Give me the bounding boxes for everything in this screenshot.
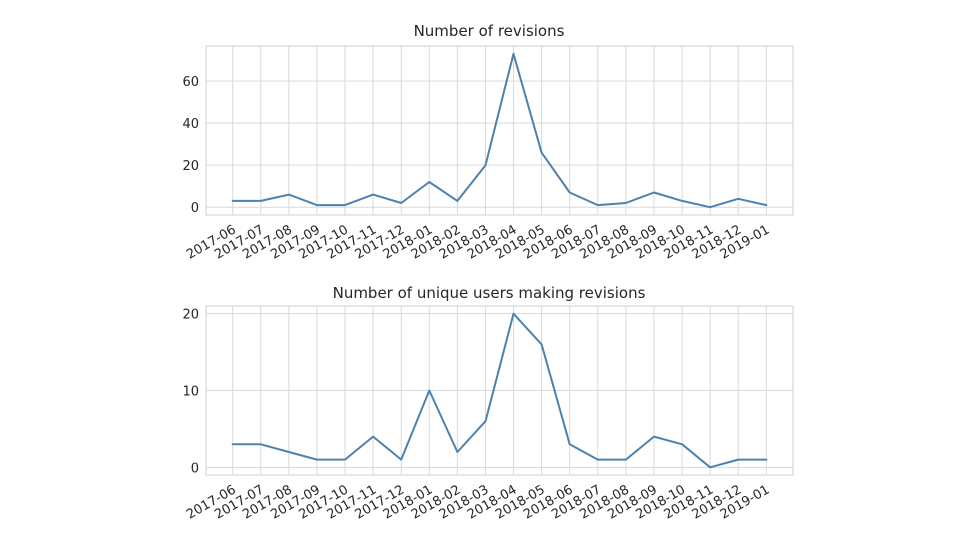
y-tick-label: 0 xyxy=(191,461,199,476)
chart-title: Number of unique users making revisions xyxy=(333,284,646,302)
revisions-chart: 2017-062017-072017-082017-092017-102017-… xyxy=(182,22,794,263)
series-line xyxy=(231,312,768,469)
chart-title: Number of revisions xyxy=(414,22,565,40)
plot-area xyxy=(205,45,794,216)
y-tick-label: 0 xyxy=(191,201,199,216)
unique-users-chart: 2017-062017-072017-082017-092017-102017-… xyxy=(182,284,794,523)
y-tick-label: 60 xyxy=(182,75,199,90)
series-line xyxy=(231,52,768,209)
y-tick-label: 20 xyxy=(182,159,199,174)
y-tick-label: 20 xyxy=(182,308,199,323)
y-tick-label: 40 xyxy=(182,117,199,132)
y-tick-label: 10 xyxy=(182,385,199,400)
